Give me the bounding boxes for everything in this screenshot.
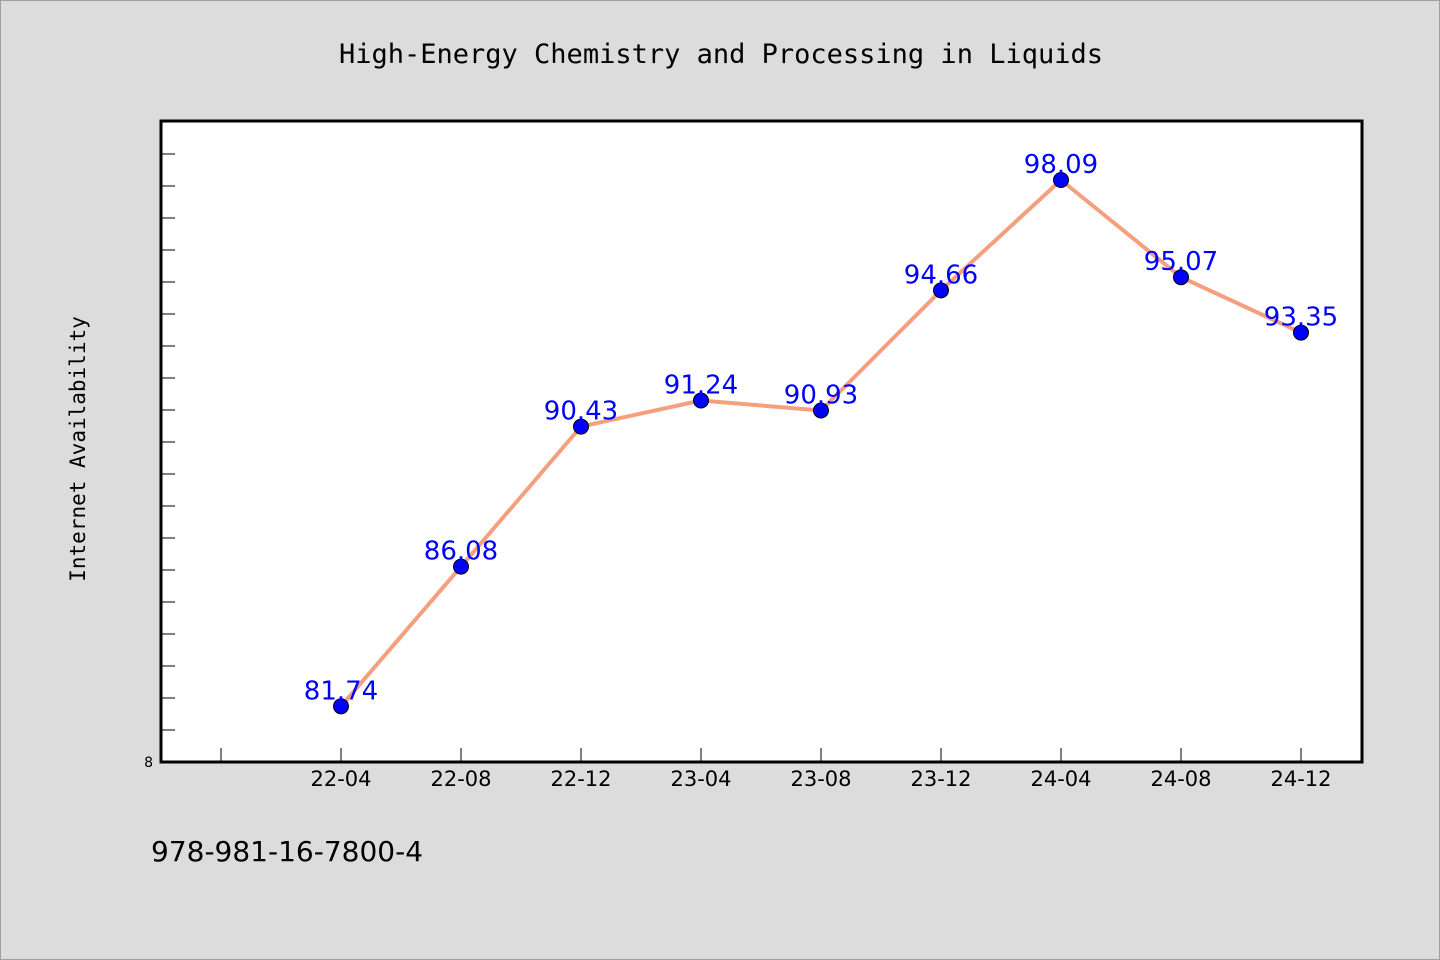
data-point — [1293, 324, 1309, 341]
data-point — [693, 392, 709, 409]
data-series: 81.74 86.08 90.43 91.24 90.93 94.66 98.09 95.07… — [304, 150, 1338, 715]
y-axis-label: Internet Availability — [66, 316, 90, 582]
data-label: 98.09 — [1024, 150, 1098, 180]
data-label: 93.35 — [1264, 303, 1338, 333]
x-axis-ticks: 22-04 22-08 22-12 23-04 23-08 23-12 24-04 24-08… — [220, 748, 1332, 791]
data-point — [573, 418, 589, 435]
x-tick-label: 24-12 — [1270, 767, 1331, 791]
isbn-code: 978-981-16-7800-4 — [151, 835, 424, 868]
y-axis-ticks — [161, 153, 175, 731]
data-point — [933, 282, 949, 299]
x-tick-label: 24-08 — [1150, 767, 1211, 791]
data-label: 90.43 — [544, 397, 618, 427]
data-label: 90.93 — [784, 380, 858, 410]
x-tick-label: 24-04 — [1030, 767, 1091, 791]
x-tick-label: 23-04 — [670, 767, 731, 791]
x-tick-label: 23-08 — [790, 767, 851, 791]
x-tick-label: 23-12 — [910, 767, 971, 791]
data-point — [813, 402, 829, 419]
data-label: 91.24 — [664, 370, 738, 400]
data-point — [1053, 171, 1069, 188]
data-point — [453, 558, 469, 575]
x-tick-label: 22-04 — [310, 767, 371, 791]
plot-area — [159, 119, 1364, 764]
x-tick-label: 22-08 — [430, 767, 491, 791]
data-label: 86.08 — [424, 537, 498, 567]
x-tick-label: 22-12 — [550, 767, 611, 791]
data-label: 94.66 — [904, 260, 978, 290]
chart-title: High-Energy Chemistry and Processing in … — [339, 39, 1103, 70]
data-point — [1173, 269, 1189, 286]
data-label: 95.07 — [1144, 247, 1218, 277]
data-point — [333, 698, 349, 715]
y-tick-label: 8 — [144, 755, 153, 771]
data-label: 81.74 — [304, 676, 378, 706]
